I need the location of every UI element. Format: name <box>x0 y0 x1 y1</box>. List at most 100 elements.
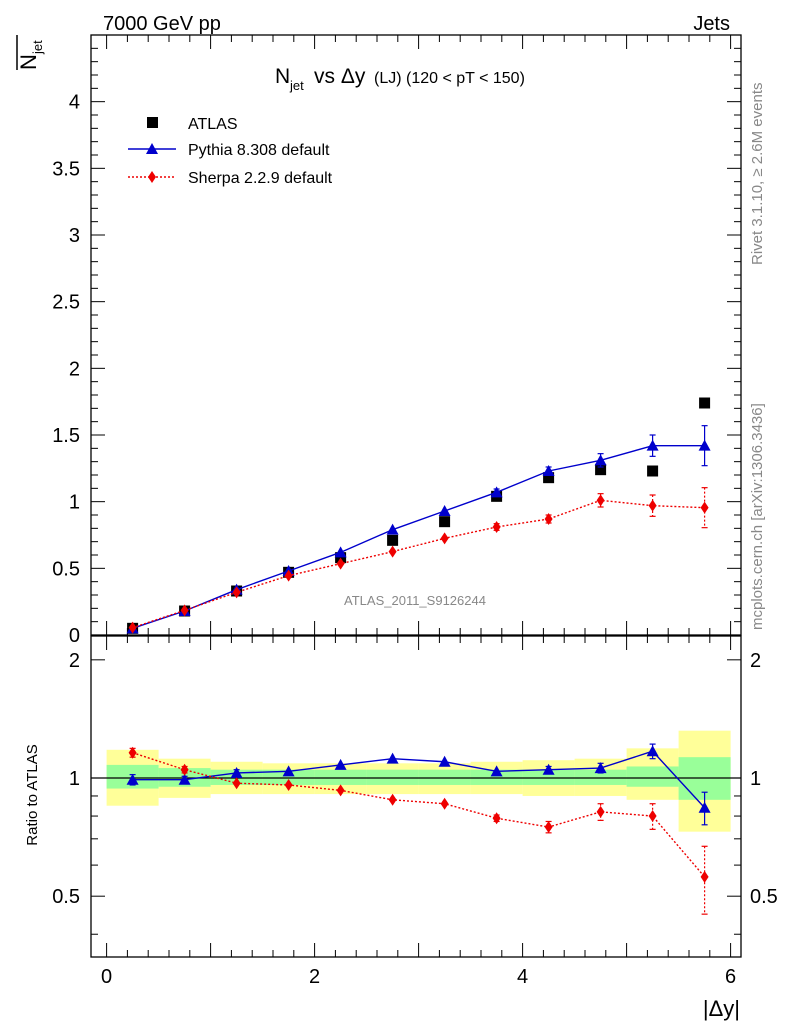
pythia-main-point <box>698 439 711 451</box>
legend-label-sherpa: Sherpa 2.2.9 default <box>188 170 333 187</box>
sherpa-ratio-point <box>232 777 241 790</box>
main-ylabel-sub: jet <box>30 40 45 55</box>
atlas-main-point <box>543 472 555 484</box>
pythia-main-point <box>490 486 503 498</box>
legend-label-atlas: ATLAS <box>188 116 238 133</box>
pythia-ratio-point <box>178 773 191 785</box>
pythia-ratio-point <box>334 758 347 770</box>
title-qualifier: (LJ) (120 < pT < 150) <box>374 70 525 87</box>
sherpa-ratio-point <box>596 805 605 818</box>
ratio-band-inner <box>366 769 419 785</box>
pythia-ratio-point <box>542 763 555 775</box>
ratio-uncertainty-bands <box>106 730 731 832</box>
pythia-ratio-point <box>594 762 607 774</box>
sherpa-ratio-point <box>544 821 553 834</box>
y-tick-label: 0 <box>69 625 80 647</box>
pythia-main-point <box>334 546 347 558</box>
sherpa-main-line <box>132 499 705 629</box>
title-main: N <box>275 65 290 88</box>
y-tick-label: 4 <box>69 92 80 114</box>
legend-marker-sherpa <box>148 171 156 183</box>
sherpa-main-point <box>492 521 501 533</box>
header-left: 7000 GeV pp <box>103 13 221 35</box>
analysis-watermark: ATLAS_2011_S9126244 <box>344 593 486 608</box>
atlas-main-point <box>699 397 711 409</box>
x-axis-label: |Δy| <box>703 996 740 1021</box>
ratio-band-inner <box>522 769 575 785</box>
legend-marker-atlas <box>147 117 158 128</box>
main-ylabel: N jet <box>16 35 45 70</box>
pythia-ratio-line <box>132 750 706 809</box>
pythia-ratio-point <box>386 752 399 764</box>
ratio-tick-label-left: 1 <box>69 768 80 790</box>
sherpa-main-point <box>336 557 345 570</box>
axes: 0 2 4 6 0 0.5 1 1.5 2 2.5 3 3.5 4 0.5 0.5 1 1 2 2 <box>52 34 778 988</box>
x-tick-label: 0 <box>101 966 112 988</box>
ratio-panel-frame <box>90 635 742 958</box>
ratio-band-inner <box>470 769 523 785</box>
ratio-band-inner <box>574 769 627 785</box>
y-tick-label: 3.5 <box>52 158 80 180</box>
ratio-band-inner <box>262 769 315 785</box>
chart-title: N jet vs Δy (LJ) (120 < pT < 150) <box>275 65 525 93</box>
main-panel-frame <box>90 34 742 636</box>
atlas-main-point <box>595 464 607 476</box>
legend: ATLAS Pythia 8.308 default Sherpa 2.2.9 … <box>128 116 333 187</box>
title-main-sub: jet <box>289 78 304 93</box>
header-right: Jets <box>693 13 730 35</box>
rivet-label: Rivet 3.1.10, ≥ 2.6M events <box>749 83 766 266</box>
sherpa-ratio-point <box>648 810 657 823</box>
sherpa-ratio-point <box>180 763 189 776</box>
pythia-ratio-point <box>646 745 659 757</box>
atlas-main-point <box>387 534 399 546</box>
x-tick-label: 6 <box>725 966 736 988</box>
ratio-ylabel: Ratio to ATLAS <box>24 744 41 845</box>
ratio-band-inner <box>626 766 679 787</box>
pythia-ratio-point <box>490 765 503 777</box>
x-tick-label: 2 <box>309 966 320 988</box>
y-tick-label: 1.5 <box>52 425 80 447</box>
ratio-band-inner <box>314 769 367 785</box>
sherpa-ratio-point <box>284 778 293 791</box>
pythia-main-point <box>386 523 399 535</box>
atlas-main-point <box>439 516 451 528</box>
pythia-ratio-point <box>126 773 139 785</box>
sherpa-main-point <box>700 501 709 514</box>
title-vs: vs Δy <box>314 65 366 88</box>
sherpa-main-point <box>388 545 397 558</box>
legend-label-pythia: Pythia 8.308 default <box>188 142 330 159</box>
pythia-main-line <box>132 444 705 629</box>
sherpa-ratio-point <box>388 793 397 806</box>
y-tick-label: 2 <box>69 358 80 380</box>
sherpa-main-point <box>596 494 605 507</box>
pythia-ratio-point <box>438 755 451 767</box>
sherpa-main-point <box>180 604 189 617</box>
ratio-tick-label-right: 1 <box>750 768 761 790</box>
x-tick-label: 4 <box>517 966 528 988</box>
sherpa-ratio-point <box>440 797 449 810</box>
pythia-ratio-point <box>282 765 295 777</box>
sherpa-main-point <box>232 586 241 599</box>
atlas-main-point <box>647 465 659 477</box>
legend-marker-pythia <box>146 143 158 154</box>
sherpa-main-point <box>128 621 137 634</box>
y-tick-label: 1 <box>69 492 80 514</box>
main-ylabel-base: N <box>16 54 41 70</box>
sherpa-main-point <box>648 499 657 512</box>
sherpa-main-point <box>544 513 553 525</box>
pythia-main-point <box>594 454 607 466</box>
sherpa-main-point <box>440 532 449 545</box>
y-tick-label: 3 <box>69 225 80 247</box>
pythia-main-point <box>438 505 451 516</box>
y-tick-label: 0.5 <box>52 558 80 580</box>
series-layer <box>126 397 711 915</box>
sherpa-main-point <box>284 569 293 582</box>
pythia-main-point <box>542 465 555 476</box>
mcplots-label: mcplots.cern.ch [arXiv:1306.3436] <box>749 403 766 630</box>
pythia-main-point <box>646 439 659 451</box>
sherpa-ratio-point <box>128 746 137 759</box>
pythia-ratio-point <box>230 766 243 778</box>
sherpa-ratio-point <box>700 870 709 883</box>
ratio-tick-label-right: 0.5 <box>750 886 778 908</box>
